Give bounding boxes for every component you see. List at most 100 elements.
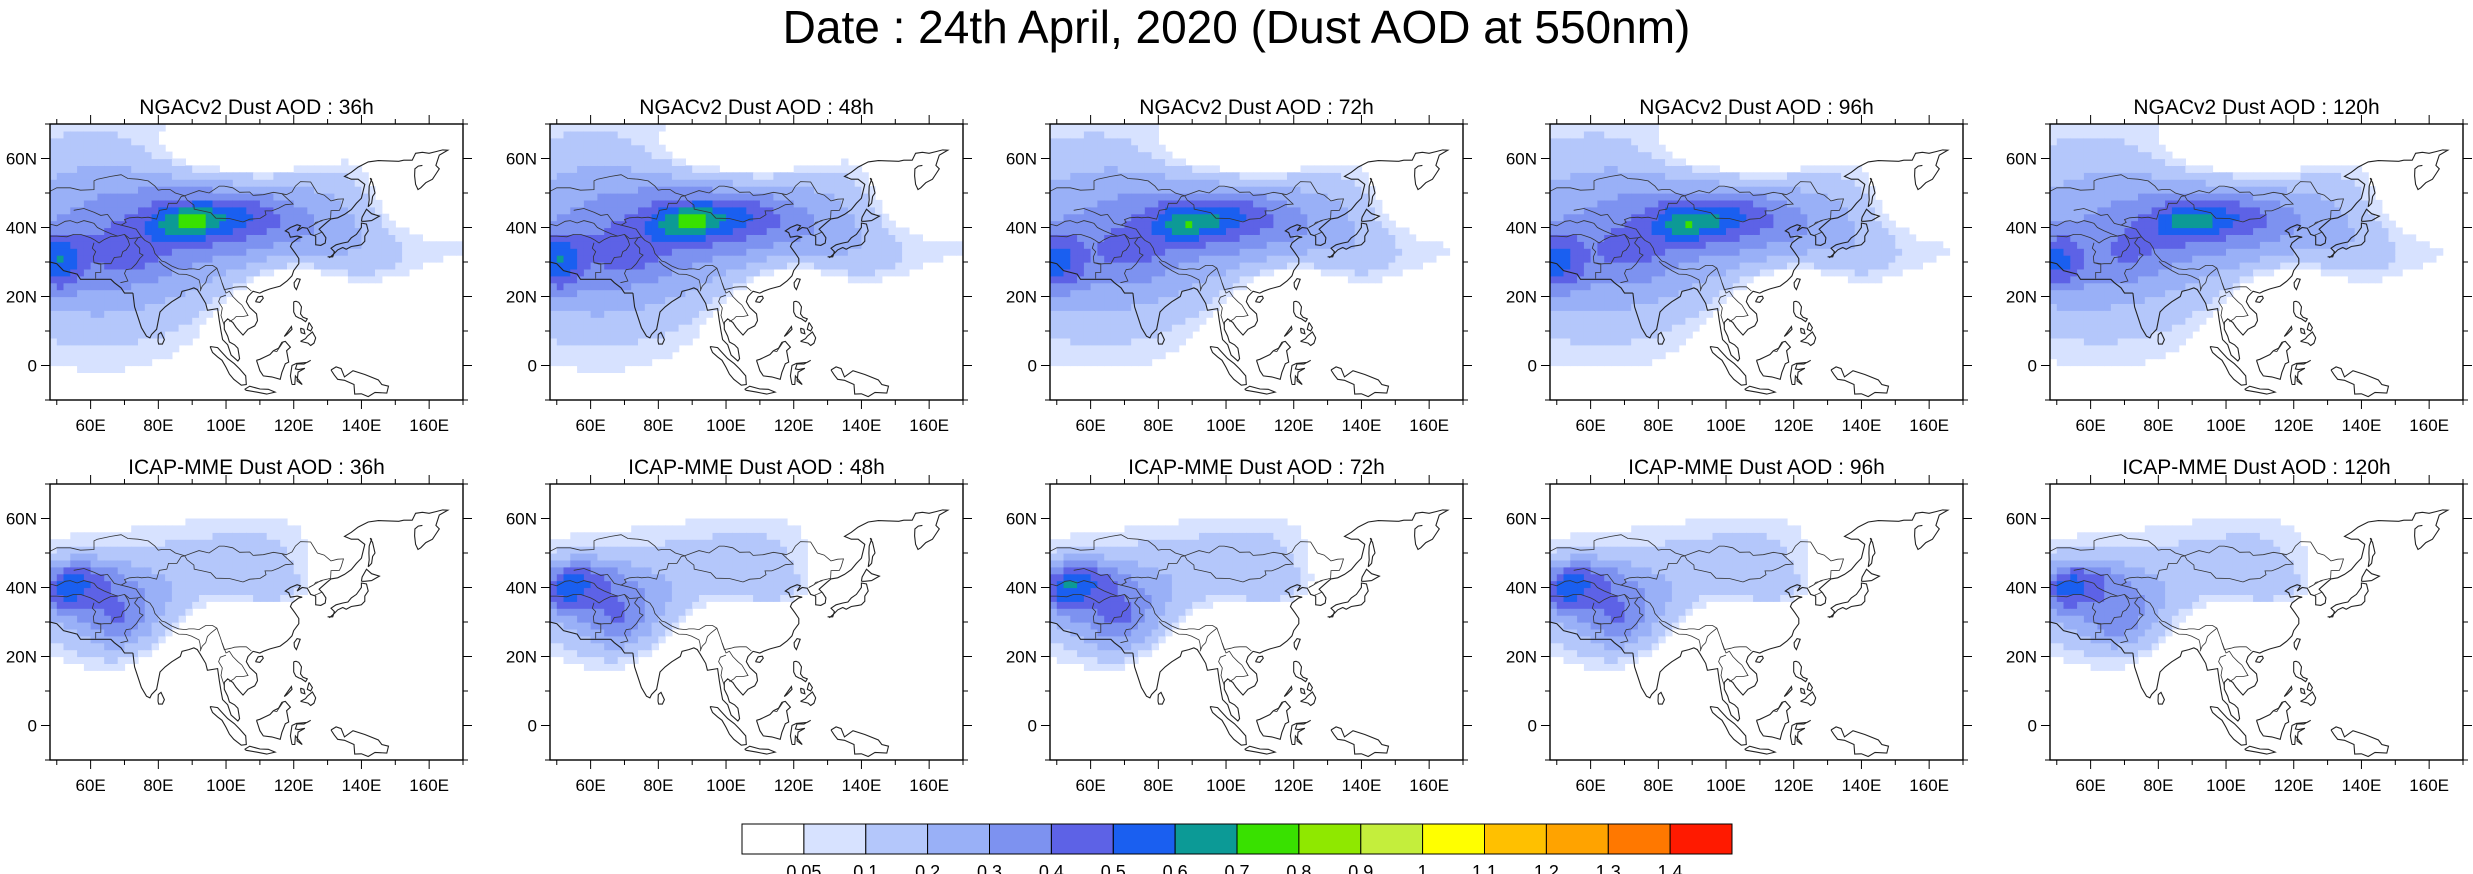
- map-panel: NGACv2 Dust AOD : 72h 60E 80E 100E 120E 140E 1…: [1006, 96, 1472, 435]
- lat-tick-label: 20N: [1006, 648, 1037, 667]
- lon-tick-label: 80E: [143, 416, 173, 435]
- lon-tick-label: 120E: [1274, 776, 1314, 795]
- lat-tick-label: 40N: [1006, 579, 1037, 598]
- lon-tick-label: 140E: [342, 416, 382, 435]
- panel-title: ICAP-MME Dust AOD : 96h: [1628, 456, 1885, 479]
- lat-tick-label: 60N: [6, 150, 37, 169]
- lon-tick-label: 60E: [2075, 776, 2105, 795]
- lon-tick-label: 120E: [1274, 416, 1314, 435]
- dust-aod-field: [50, 509, 450, 758]
- lon-tick-label: 80E: [643, 416, 673, 435]
- lat-tick-label: 20N: [506, 648, 537, 667]
- lon-tick-label: 100E: [1706, 416, 1746, 435]
- figure-title: Date : 24th April, 2020 (Dust AOD at 550…: [782, 1, 1691, 53]
- lon-tick-label: 160E: [409, 416, 449, 435]
- lon-tick-label: 100E: [706, 416, 746, 435]
- lon-tick-label: 100E: [2206, 416, 2246, 435]
- lat-tick-label: 0: [28, 357, 37, 376]
- panel-title: ICAP-MME Dust AOD : 120h: [2122, 456, 2390, 479]
- map-panel: NGACv2 Dust AOD : 96h 60E 80E 100E 120E 140E 1…: [1506, 96, 1972, 435]
- lat-tick-label: 60N: [506, 150, 537, 169]
- lon-tick-label: 100E: [1206, 776, 1246, 795]
- dust-aod-field: [550, 124, 963, 398]
- lon-tick-label: 140E: [342, 776, 382, 795]
- lat-tick-label: 0: [1028, 717, 1037, 736]
- lon-tick-label: 160E: [2409, 416, 2449, 435]
- lon-tick-label: 100E: [206, 776, 246, 795]
- map-panel: ICAP-MME Dust AOD : 96h 60E 80E 100E 120E 140…: [1506, 456, 1972, 795]
- lon-tick-label: 120E: [774, 416, 814, 435]
- lon-tick-label: 160E: [1909, 776, 1949, 795]
- lat-tick-label: 20N: [6, 288, 37, 307]
- lon-tick-label: 120E: [2274, 416, 2314, 435]
- lat-tick-label: 0: [1528, 717, 1537, 736]
- lon-tick-label: 80E: [1643, 416, 1673, 435]
- lat-tick-label: 0: [1028, 357, 1037, 376]
- lat-tick-label: 20N: [506, 288, 537, 307]
- panel-title: NGACv2 Dust AOD : 120h: [2133, 96, 2379, 119]
- lon-tick-label: 120E: [1774, 776, 1814, 795]
- lon-tick-label: 80E: [2143, 776, 2173, 795]
- lon-tick-label: 60E: [1075, 416, 1105, 435]
- map-panel: NGACv2 Dust AOD : 36h 60E 80E 100E 120E 140E 1…: [6, 96, 472, 435]
- lon-tick-label: 60E: [1575, 776, 1605, 795]
- lat-tick-label: 0: [528, 717, 537, 736]
- lat-tick-label: 40N: [6, 219, 37, 238]
- lon-tick-label: 60E: [1075, 776, 1105, 795]
- lon-tick-label: 160E: [1909, 416, 1949, 435]
- lon-tick-label: 80E: [643, 776, 673, 795]
- lat-tick-label: 0: [2028, 717, 2037, 736]
- panel-title: NGACv2 Dust AOD : 96h: [1639, 96, 1874, 119]
- lon-tick-label: 100E: [206, 416, 246, 435]
- lon-tick-label: 140E: [2342, 416, 2382, 435]
- lat-tick-label: 40N: [6, 579, 37, 598]
- panel-title: ICAP-MME Dust AOD : 36h: [128, 456, 385, 479]
- lon-tick-label: 100E: [706, 776, 746, 795]
- lat-tick-label: 40N: [2006, 579, 2037, 598]
- lon-tick-label: 160E: [2409, 776, 2449, 795]
- lon-tick-label: 160E: [1409, 776, 1449, 795]
- lat-tick-label: 40N: [1006, 219, 1037, 238]
- lat-tick-label: 60N: [1506, 510, 1537, 529]
- lat-tick-label: 60N: [2006, 510, 2037, 529]
- lat-tick-label: 60N: [506, 510, 537, 529]
- dust-aod-field: [1050, 124, 1451, 398]
- dust-aod-field: [1550, 124, 1951, 398]
- lon-tick-label: 80E: [143, 776, 173, 795]
- lat-tick-label: 20N: [2006, 648, 2037, 667]
- lon-tick-label: 60E: [575, 776, 605, 795]
- lon-tick-label: 60E: [75, 416, 105, 435]
- lon-tick-label: 60E: [575, 416, 605, 435]
- lat-tick-label: 40N: [506, 579, 537, 598]
- lon-tick-label: 160E: [909, 776, 949, 795]
- lat-tick-label: 40N: [506, 219, 537, 238]
- lon-tick-label: 140E: [1842, 776, 1882, 795]
- panel-title: ICAP-MME Dust AOD : 72h: [1128, 456, 1385, 479]
- lat-tick-label: 0: [1528, 357, 1537, 376]
- map-panel: NGACv2 Dust AOD : 48h 60E 80E 100E 120E 140E 1…: [506, 96, 972, 435]
- panel-title: NGACv2 Dust AOD : 36h: [139, 96, 374, 119]
- lat-tick-label: 40N: [1506, 219, 1537, 238]
- map-panel: ICAP-MME Dust AOD : 36h 60E 80E 100E 120E 140…: [6, 456, 472, 795]
- map-panel: ICAP-MME Dust AOD : 72h 60E 80E 100E 120E 140…: [1006, 456, 1472, 795]
- lon-tick-label: 80E: [1143, 416, 1173, 435]
- map-panel: ICAP-MME Dust AOD : 120h 60E 80E 100E 120E 14…: [2006, 456, 2472, 795]
- lat-tick-label: 60N: [1506, 150, 1537, 169]
- lon-tick-label: 100E: [1706, 776, 1746, 795]
- lat-tick-label: 60N: [2006, 150, 2037, 169]
- lon-tick-label: 140E: [842, 416, 882, 435]
- lon-tick-label: 140E: [2342, 776, 2382, 795]
- lat-tick-label: 20N: [1506, 288, 1537, 307]
- lon-tick-label: 160E: [409, 776, 449, 795]
- lon-tick-label: 160E: [1409, 416, 1449, 435]
- lat-tick-label: 20N: [1006, 288, 1037, 307]
- lat-tick-label: 20N: [2006, 288, 2037, 307]
- lon-tick-label: 160E: [909, 416, 949, 435]
- map-panel: NGACv2 Dust AOD : 120h 60E 80E 100E 120E 140E…: [2006, 96, 2472, 435]
- lat-tick-label: 40N: [2006, 219, 2037, 238]
- lon-tick-label: 140E: [842, 776, 882, 795]
- lon-tick-label: 120E: [774, 776, 814, 795]
- lat-tick-label: 60N: [1006, 150, 1037, 169]
- lat-tick-label: 0: [528, 357, 537, 376]
